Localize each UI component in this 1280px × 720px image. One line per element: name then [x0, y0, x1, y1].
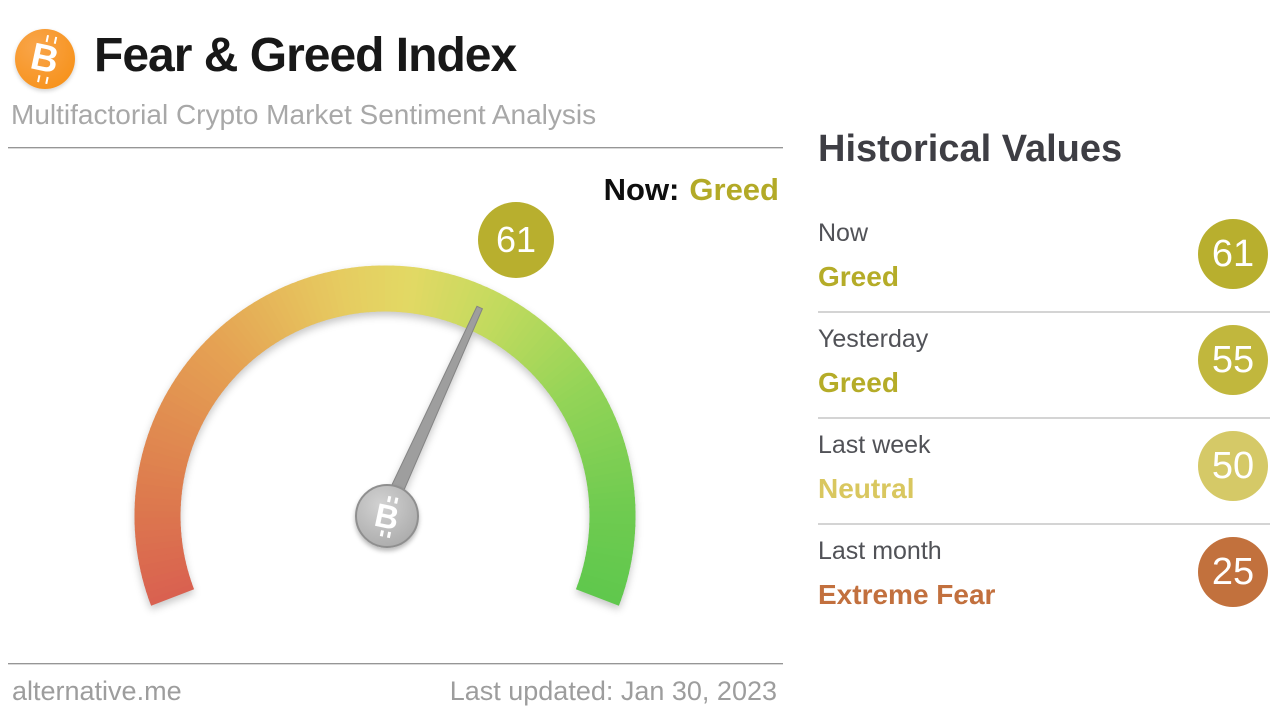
table-row: Last week Neutral 50: [818, 419, 1270, 525]
gauge-hub: B: [355, 484, 419, 548]
page-title: Fear & Greed Index: [94, 29, 517, 82]
page-subtitle: Multifactorial Crypto Market Sentiment A…: [11, 99, 597, 130]
table-row: Yesterday Greed 55: [818, 313, 1270, 419]
value-badge: 55: [1198, 325, 1268, 395]
header-divider: [8, 147, 783, 149]
row-label: Now: [818, 219, 869, 247]
row-label: Last week: [818, 431, 931, 459]
panel-heading: Historical Values: [818, 128, 1123, 170]
current-sentiment-label: Now: Greed: [604, 172, 779, 208]
historical-rows: Now Greed 61 Yesterday Greed 55 Last wee…: [818, 207, 1270, 631]
value-badge: 25: [1198, 537, 1268, 607]
bitcoin-icon: B: [371, 495, 403, 537]
footer-divider: [8, 663, 783, 665]
gauge-section: B Fear & Greed Index Multifactorial Cryp…: [8, 29, 783, 706]
row-label: Last month: [818, 537, 942, 565]
source-link[interactable]: alternative.me: [12, 676, 182, 706]
row-sentiment: Neutral: [818, 473, 915, 504]
last-updated-text: Last updated: Jan 30, 2023: [449, 676, 777, 706]
gauge-value: 61: [495, 219, 537, 260]
row-sentiment: Extreme Fear: [818, 579, 996, 610]
value-badge: 50: [1198, 431, 1268, 501]
row-label: Yesterday: [818, 325, 929, 353]
row-sentiment: Greed: [818, 367, 899, 398]
row-sentiment: Greed: [818, 261, 899, 292]
table-row: Last month Extreme Fear 25: [818, 525, 1270, 631]
value-badge: 61: [1198, 219, 1268, 289]
gauge-value-badge: 61: [478, 202, 554, 278]
historical-values-panel: Historical Values Now Greed 61 Yesterday…: [818, 128, 1270, 631]
now-prefix: Now:: [603, 172, 680, 207]
fear-greed-gauge: [134, 265, 636, 606]
now-sentiment: Greed: [689, 172, 779, 207]
table-row: Now Greed 61: [818, 207, 1270, 313]
bitcoin-logo: B: [15, 29, 75, 89]
